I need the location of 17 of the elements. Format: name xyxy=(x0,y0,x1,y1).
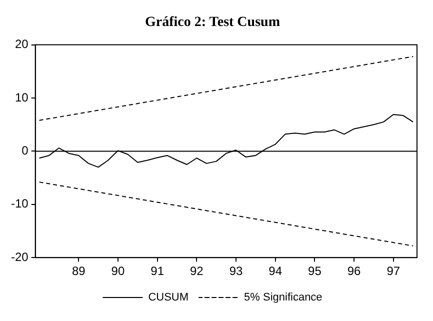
y-tick-label: 10 xyxy=(14,90,29,104)
x-tick-label: 97 xyxy=(386,264,400,278)
x-tick-label: 96 xyxy=(347,264,362,278)
x-tick-label: 89 xyxy=(72,264,86,278)
x-tick-label: 92 xyxy=(190,264,204,278)
y-tick-label: 20 xyxy=(14,37,29,52)
y-tick-label: -10 xyxy=(11,196,29,211)
legend-label: 5% Significance xyxy=(244,292,322,304)
y-tick-label: -20 xyxy=(11,250,29,264)
y-tick-label: 0 xyxy=(22,144,29,158)
legend-label: CUSUM xyxy=(148,292,189,304)
x-tick-label: 90 xyxy=(111,264,125,278)
x-tick-label: 91 xyxy=(150,264,164,278)
x-tick-label: 93 xyxy=(229,264,244,278)
x-tick-label: 95 xyxy=(308,264,322,278)
x-tick-label: 94 xyxy=(268,264,282,278)
chart-title: Gráfico 2: Test Cusum xyxy=(145,15,280,30)
